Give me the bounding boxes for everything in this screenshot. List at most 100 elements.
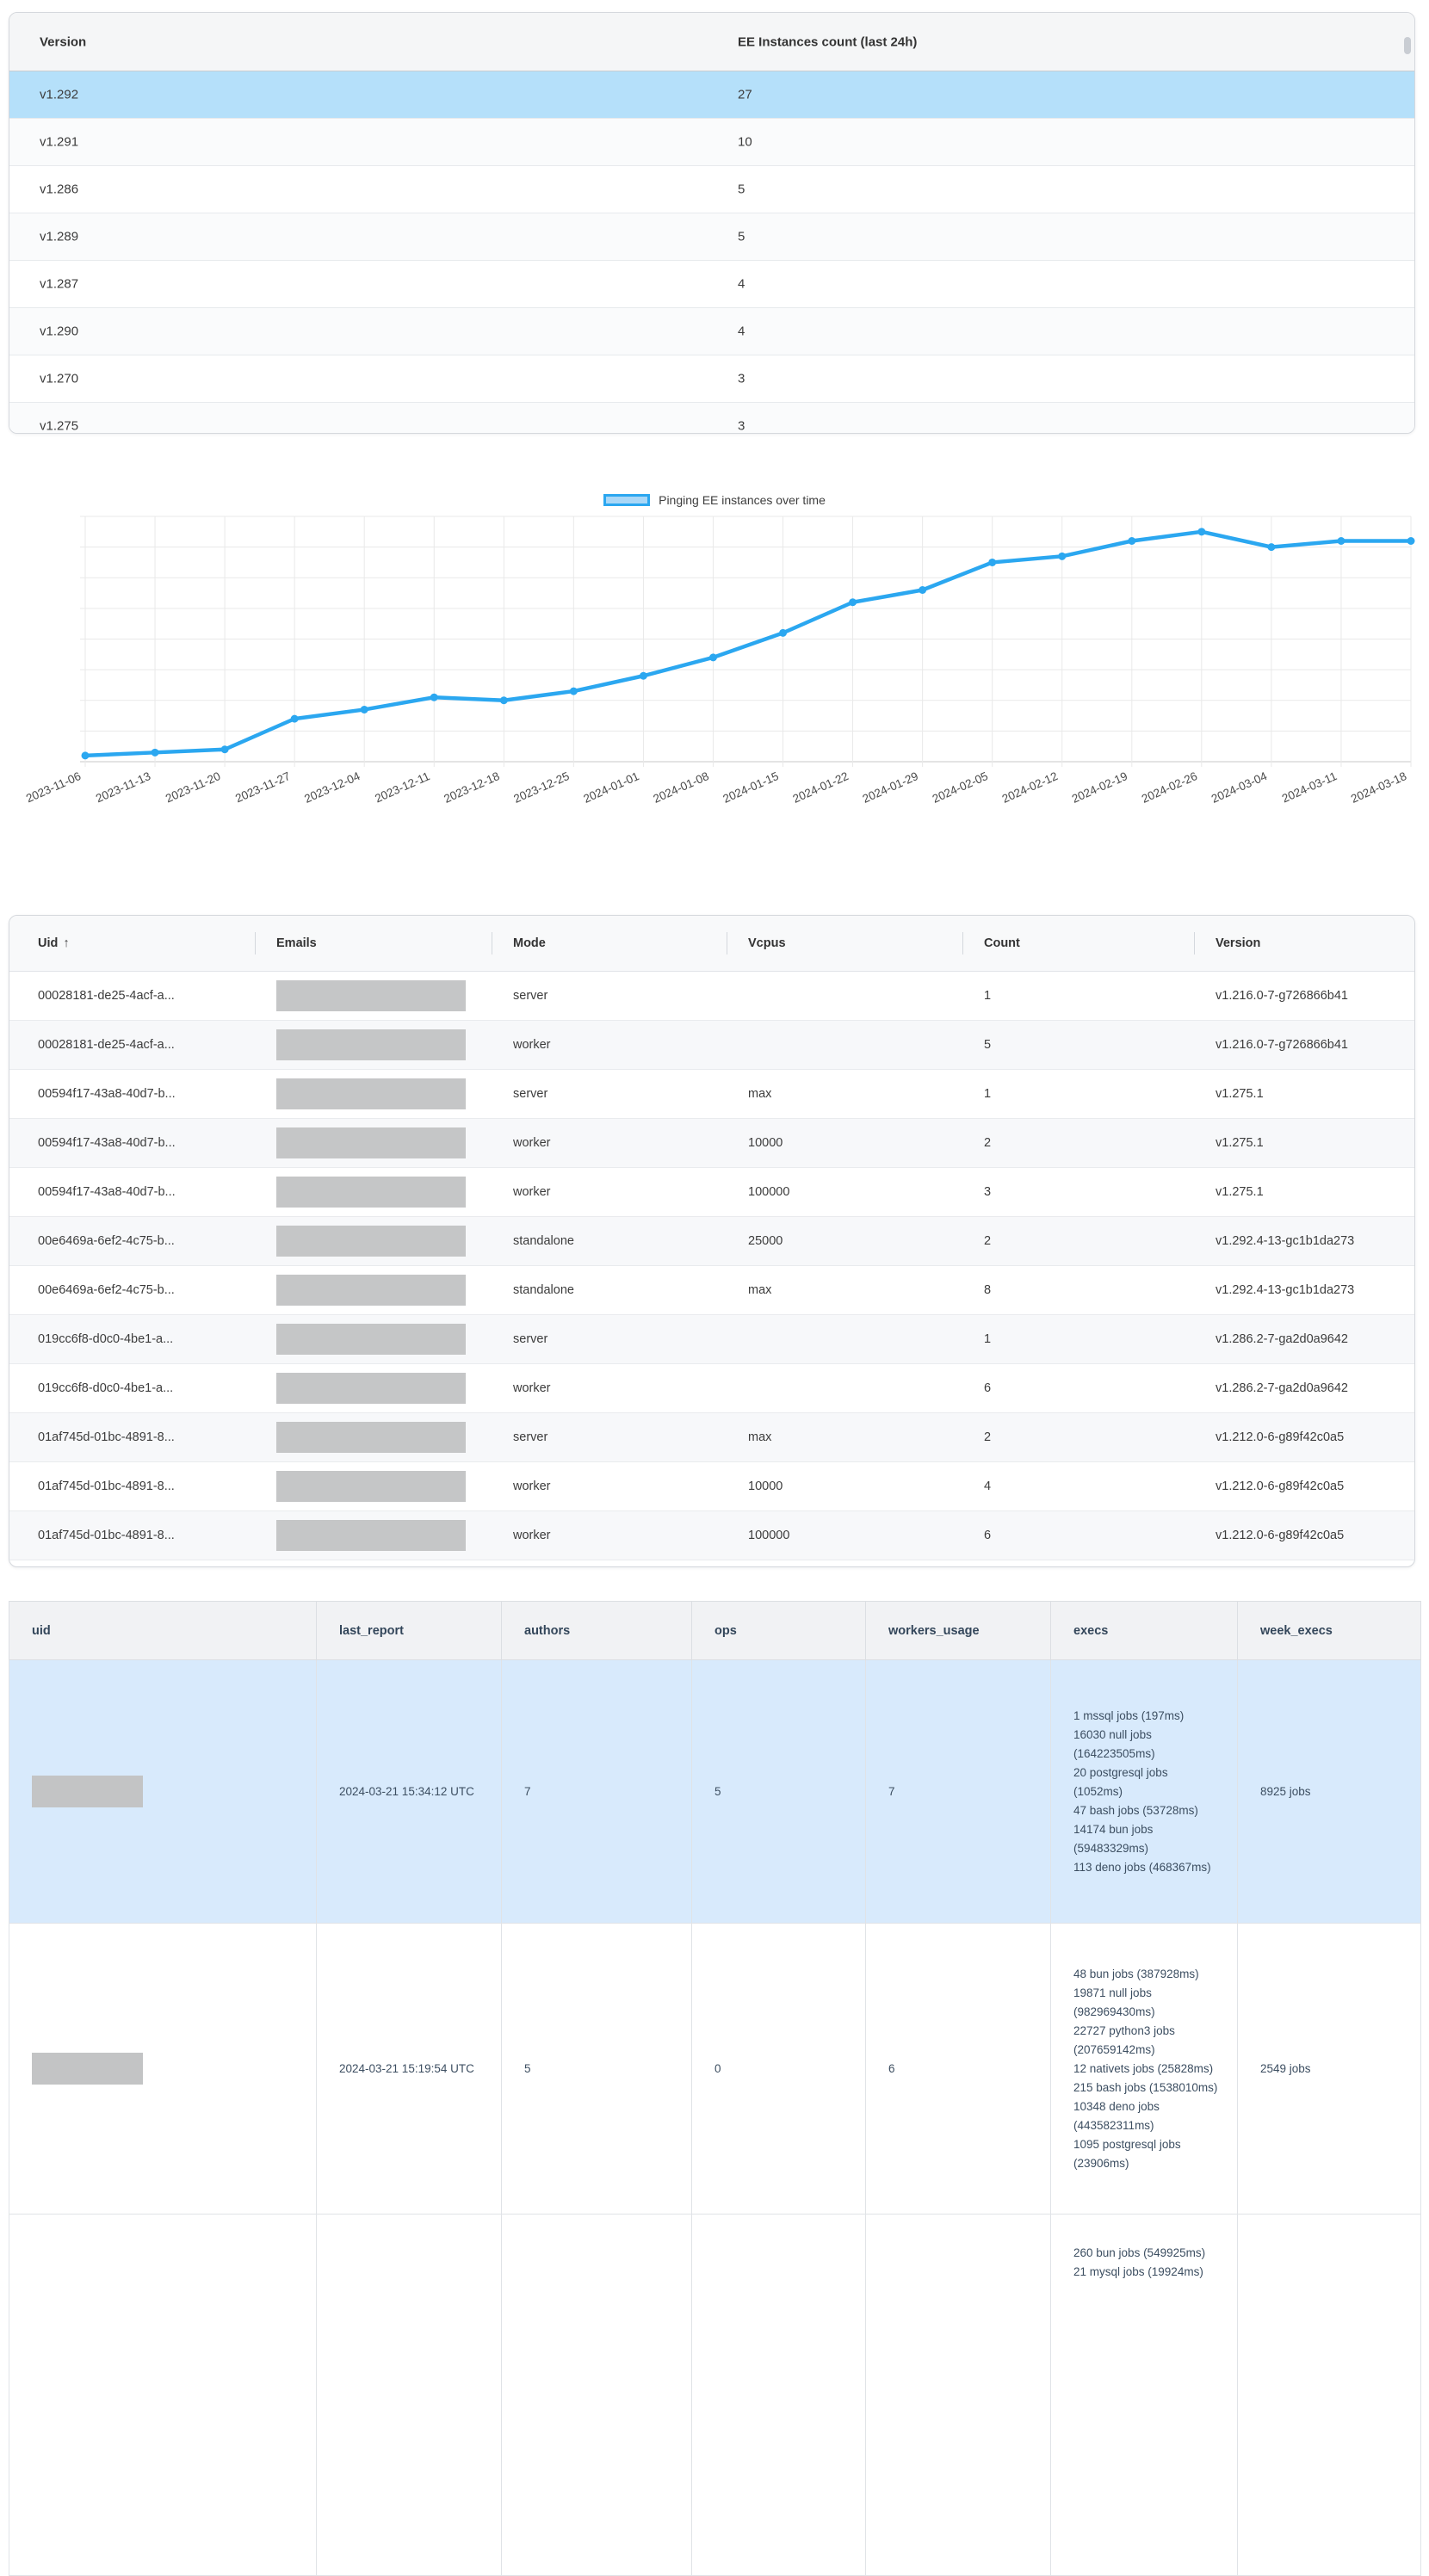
redacted-email-block	[276, 1127, 466, 1158]
instance-row[interactable]: 00028181-de25-4acf-a... server 1 v1.216.0-7…	[9, 971, 1414, 1021]
vcpus-cell: 25000	[727, 1216, 962, 1266]
instance-row[interactable]: 00028181-de25-4acf-a... worker 5 v1.216.0-7…	[9, 1020, 1414, 1070]
version-row[interactable]: v1.275 3	[9, 403, 1414, 433]
data-point[interactable]	[708, 653, 717, 662]
instance-row[interactable]: 00594f17-43a8-40d7-b... worker 100000 3 v1.2…	[9, 1167, 1414, 1217]
version-row[interactable]: v1.290 4	[9, 308, 1414, 355]
data-point[interactable]	[988, 558, 997, 566]
vcpus-cell	[727, 1314, 962, 1364]
data-point[interactable]	[779, 628, 788, 637]
data-point[interactable]	[1058, 552, 1067, 560]
column-header-version[interactable]: Version	[1194, 916, 1414, 972]
count-cell: 1	[962, 1314, 1194, 1364]
authors-cell	[501, 2214, 692, 2576]
data-point[interactable]	[919, 586, 927, 594]
count-cell: 5	[738, 182, 745, 197]
data-point[interactable]	[1337, 537, 1345, 545]
redacted-email-block	[276, 1323, 466, 1355]
workers-usage-cell	[865, 2214, 1051, 2576]
mode-cell: server	[492, 1314, 727, 1364]
instance-row[interactable]: 00594f17-43a8-40d7-b... worker 10000 2 v1.27…	[9, 1118, 1414, 1168]
mode-cell: worker	[492, 1363, 727, 1413]
instance-row[interactable]: 01af745d-01bc-4891-8... worker 10000 4 v1.21…	[9, 1461, 1414, 1511]
version-cell: v1.289	[40, 229, 79, 244]
instance-row[interactable]: 019cc6f8-d0c0-4be1-a... worker 6 v1.286.2-7…	[9, 1363, 1414, 1413]
version-count-table: Version EE Instances count (last 24h) v1…	[9, 12, 1415, 434]
uid-cell: 00594f17-43a8-40d7-b...	[9, 1118, 255, 1168]
instance-row[interactable]: 01af745d-01bc-4891-8... worker 100000 6 v1.2…	[9, 1510, 1414, 1560]
usage-row[interactable]: 2024-03-21 15:19:54 UTC 5 0 6 48 bun jobs (3…	[9, 1923, 1421, 2215]
version-row[interactable]: v1.289 5	[9, 213, 1414, 261]
column-header-emails[interactable]: Emails	[255, 916, 492, 972]
data-point[interactable]	[499, 696, 508, 705]
data-point[interactable]	[1128, 537, 1136, 545]
x-axis-tick-label: 2024-03-04	[1209, 769, 1270, 806]
emails-cell	[255, 1118, 492, 1168]
vertical-scrollbar[interactable]	[1404, 37, 1411, 54]
week-execs-cell: 8925 jobs	[1237, 1659, 1421, 1924]
emails-cell	[255, 1461, 492, 1511]
authors-cell: 7	[501, 1659, 692, 1924]
x-axis-tick-label: 2024-03-18	[1349, 769, 1408, 806]
count-cell: 2	[962, 1412, 1194, 1462]
x-axis-tick-label: 2024-02-19	[1070, 769, 1129, 806]
data-point[interactable]	[569, 687, 578, 695]
emails-cell	[255, 1020, 492, 1070]
vcpus-cell: 100000	[727, 1167, 962, 1217]
column-header-version: Version	[40, 34, 87, 49]
instance-row[interactable]: 00594f17-43a8-40d7-b... server max 1 v1.275.…	[9, 1069, 1414, 1119]
usage-row[interactable]: 260 bun jobs (549925ms) 21 mysql jobs (19…	[9, 2214, 1421, 2576]
workers-usage-cell: 6	[865, 1923, 1051, 2215]
emails-cell	[255, 1265, 492, 1315]
data-point[interactable]	[151, 748, 159, 757]
data-point[interactable]	[1267, 543, 1276, 552]
version-row[interactable]: v1.292 27	[9, 71, 1414, 119]
chart-legend[interactable]: Pinging EE instances over time	[0, 490, 1429, 510]
column-header-mode[interactable]: Mode	[492, 916, 727, 972]
instance-row[interactable]: 019cc6f8-d0c0-4be1-a... server 1 v1.286.2-7…	[9, 1314, 1414, 1364]
version-cell: v1.286.2-7-ga2d0a9642	[1194, 1314, 1414, 1364]
version-row[interactable]: v1.287 4	[9, 261, 1414, 308]
instance-row[interactable]: 00e6469a-6ef2-4c75-b... standalone max 8 v1.…	[9, 1265, 1414, 1315]
data-point[interactable]	[1197, 528, 1206, 536]
instance-row[interactable]: 01af745d-01bc-4891-8... server max 2 v1.212.…	[9, 1412, 1414, 1462]
execs-line: 12 nativets jobs (25828ms)	[1073, 2061, 1214, 2075]
data-point[interactable]	[639, 671, 647, 680]
version-cell: v1.292.4-13-gc1b1da273	[1194, 1216, 1414, 1266]
version-cell: v1.216.0-7-g726866b41	[1194, 1020, 1414, 1070]
version-row[interactable]: v1.270 3	[9, 355, 1414, 403]
data-point[interactable]	[220, 745, 229, 754]
column-header-vcpus[interactable]: Vcpus	[727, 916, 962, 972]
x-axis-tick-label: 2024-01-22	[791, 769, 851, 806]
version-cell: v1.212.0-6-g89f42c0a5	[1194, 1510, 1414, 1560]
version-cell: v1.292.4-13-gc1b1da273	[1194, 1265, 1414, 1315]
vcpus-cell: max	[727, 1412, 962, 1462]
ops-cell: 5	[691, 1659, 866, 1924]
count-cell: 4	[738, 324, 745, 339]
data-point[interactable]	[290, 714, 299, 723]
execs-line: 48 bun jobs (387928ms)	[1073, 1967, 1199, 1980]
data-point[interactable]	[430, 693, 438, 701]
version-row[interactable]: v1.286 5	[9, 166, 1414, 213]
execs-cell: 260 bun jobs (549925ms) 21 mysql jobs (19…	[1050, 2214, 1238, 2576]
count-cell: 4	[962, 1461, 1194, 1511]
x-axis-tick-label: 2024-02-12	[1000, 769, 1060, 806]
data-point[interactable]	[360, 705, 368, 713]
week-execs-cell: 2549 jobs	[1237, 1923, 1421, 2215]
x-axis-tick-label: 2024-01-15	[721, 769, 781, 806]
version-row[interactable]: v1.291 10	[9, 119, 1414, 166]
data-point[interactable]	[1407, 537, 1415, 545]
execs-cell: 1 mssql jobs (197ms) 16030 null jobs (164…	[1050, 1659, 1238, 1924]
uid-cell	[9, 1923, 317, 2215]
column-header-count[interactable]: Count	[962, 916, 1194, 972]
data-point[interactable]	[81, 751, 90, 760]
usage-row[interactable]: 2024-03-21 15:34:12 UTC 7 5 7 1 mssql jobs (…	[9, 1659, 1421, 1924]
instance-row[interactable]: 00e6469a-6ef2-4c75-b... standalone 25000 2 v…	[9, 1216, 1414, 1266]
redacted-email-block	[276, 1372, 466, 1404]
column-header-uid[interactable]: Uid ↑	[9, 916, 255, 972]
legend-swatch-icon	[603, 494, 651, 506]
line-series	[83, 529, 1414, 758]
redacted-email-block	[276, 979, 466, 1011]
redacted-uid-block	[32, 1776, 143, 1807]
data-point[interactable]	[849, 598, 857, 607]
